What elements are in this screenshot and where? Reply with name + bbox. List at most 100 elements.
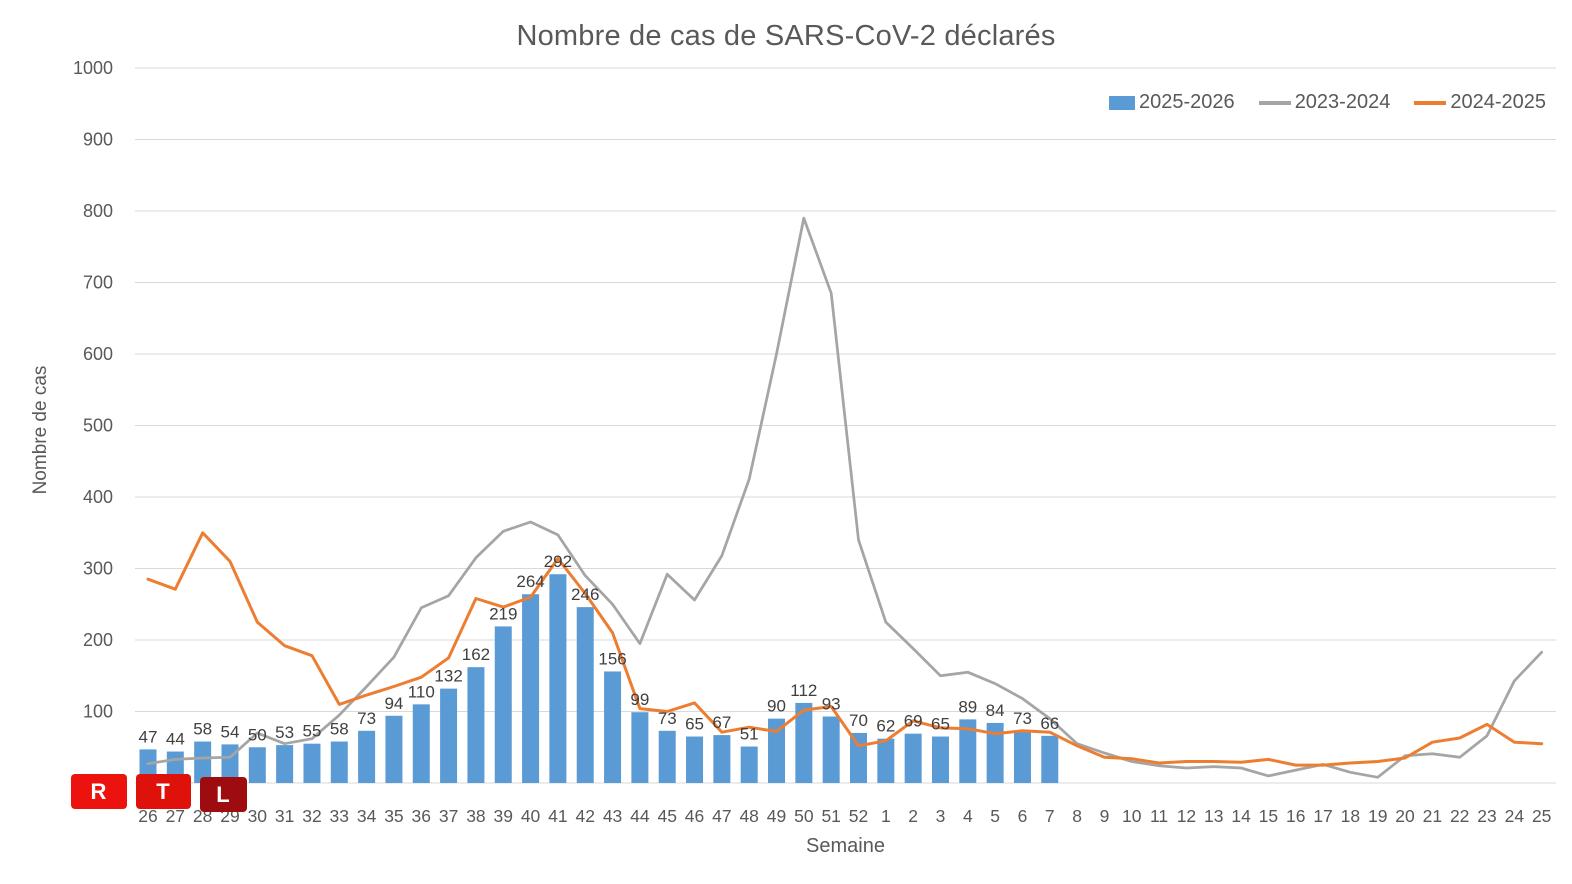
x-tick-label: 16	[1286, 806, 1305, 826]
bar-data-label: 73	[1013, 709, 1032, 728]
x-tick-label: 11	[1150, 806, 1168, 826]
line-swatch-icon	[1414, 100, 1447, 105]
bar	[986, 722, 1004, 783]
bar	[1013, 730, 1031, 783]
bar	[440, 688, 458, 783]
bar-data-label: 65	[931, 715, 950, 734]
rtl-logo-block-t: T	[136, 774, 191, 809]
bar	[522, 594, 540, 783]
legend-label: 2025-2026	[1139, 91, 1235, 113]
x-tick-label: 25	[1532, 806, 1551, 826]
bar	[576, 607, 594, 783]
rtl-logo: R T L	[71, 774, 247, 812]
bar-data-label: 47	[139, 727, 158, 746]
series-line-2023-2024	[146, 216, 1544, 779]
x-tick-label: 34	[357, 806, 377, 826]
y-tick-label: 800	[83, 201, 113, 221]
bar-data-label: 65	[685, 715, 704, 734]
x-tick-label: 52	[849, 806, 868, 826]
y-tick-label: 100	[83, 702, 113, 722]
x-tick-label: 17	[1313, 806, 1332, 826]
bar	[330, 741, 348, 783]
x-tick-label: 42	[575, 806, 594, 826]
bar-data-label: 94	[384, 694, 403, 713]
x-tick-label: 5	[990, 806, 1000, 826]
line-swatch-icon	[1258, 100, 1291, 105]
x-tick-label: 24	[1505, 806, 1525, 826]
bar-data-label: 62	[876, 717, 895, 736]
x-tick-label: 39	[494, 806, 513, 826]
y-tick-label: 200	[83, 630, 113, 650]
x-tick-label: 51	[821, 806, 840, 826]
chart-title: Nombre de cas de SARS-CoV-2 déclarés	[516, 20, 1056, 52]
x-tick-label: 10	[1122, 806, 1142, 826]
x-tick-label: 4	[963, 806, 973, 826]
x-tick-label: 22	[1450, 806, 1469, 826]
rtl-logo-block-r: R	[71, 774, 127, 809]
x-tick-label: 27	[166, 806, 185, 826]
bar	[494, 626, 512, 783]
bar	[768, 718, 786, 783]
x-tick-label: 46	[685, 806, 704, 826]
x-tick-label: 30	[248, 806, 268, 826]
bar-data-label: 66	[1040, 714, 1059, 733]
y-tick-label: 500	[83, 416, 113, 436]
bar	[904, 733, 922, 783]
x-tick-label: 47	[712, 806, 731, 826]
x-tick-label: 6	[1018, 806, 1028, 826]
x-tick-label: 1	[881, 806, 891, 826]
bar	[604, 671, 622, 783]
bar	[931, 736, 949, 783]
x-tick-label: 49	[767, 806, 786, 826]
x-tick-label: 50	[794, 806, 814, 826]
x-tick-label: 44	[630, 806, 650, 826]
y-tick-label: 900	[83, 130, 113, 150]
bar	[686, 736, 704, 783]
x-tick-label: 7	[1045, 806, 1055, 826]
legend-label: 2023-2024	[1294, 91, 1391, 113]
bar	[850, 732, 868, 783]
x-tick-label: 23	[1477, 806, 1496, 826]
x-tick-label: 14	[1231, 806, 1251, 826]
bar	[358, 730, 376, 783]
y-tick-label: 300	[83, 559, 113, 579]
y-tick-label: 400	[83, 487, 113, 507]
legend-item-2024-2025: 2024-2025	[1414, 91, 1546, 114]
bar	[631, 712, 649, 783]
bar	[822, 716, 840, 783]
x-tick-label: 12	[1177, 806, 1196, 826]
x-tick-label: 20	[1395, 806, 1415, 826]
bar-data-label: 292	[544, 552, 572, 571]
x-tick-label: 13	[1204, 806, 1223, 826]
x-axis-title: Semaine	[806, 835, 885, 857]
bar	[795, 702, 813, 783]
x-tick-label: 33	[330, 806, 349, 826]
bar	[276, 745, 294, 783]
bar-data-label: 58	[330, 720, 349, 739]
bar-data-label: 67	[712, 713, 731, 732]
bar-data-label: 264	[516, 572, 544, 591]
bar-data-label: 58	[193, 720, 212, 739]
bar-data-label: 54	[221, 722, 240, 741]
x-tick-label: 36	[412, 806, 431, 826]
bar	[713, 735, 731, 783]
rtl-logo-letter: T	[156, 778, 171, 804]
x-tick-label: 40	[521, 806, 541, 826]
y-tick-label: 1000	[73, 58, 113, 78]
legend-label: 2024-2025	[1450, 91, 1546, 113]
bar	[467, 667, 485, 783]
x-tick-label: 15	[1259, 806, 1278, 826]
bar-data-label: 44	[166, 730, 185, 749]
x-tick-label: 8	[1072, 806, 1082, 826]
bar-data-label: 50	[248, 725, 267, 744]
bar-data-label: 246	[571, 585, 599, 604]
x-tick-label: 26	[138, 806, 157, 826]
y-tick-label: 600	[83, 344, 113, 364]
bar	[658, 730, 676, 783]
x-tick-label: 41	[548, 806, 567, 826]
x-tick-label: 35	[384, 806, 403, 826]
bar	[549, 574, 567, 783]
x-tick-label: 19	[1368, 806, 1387, 826]
bar-data-label: 84	[986, 701, 1005, 720]
